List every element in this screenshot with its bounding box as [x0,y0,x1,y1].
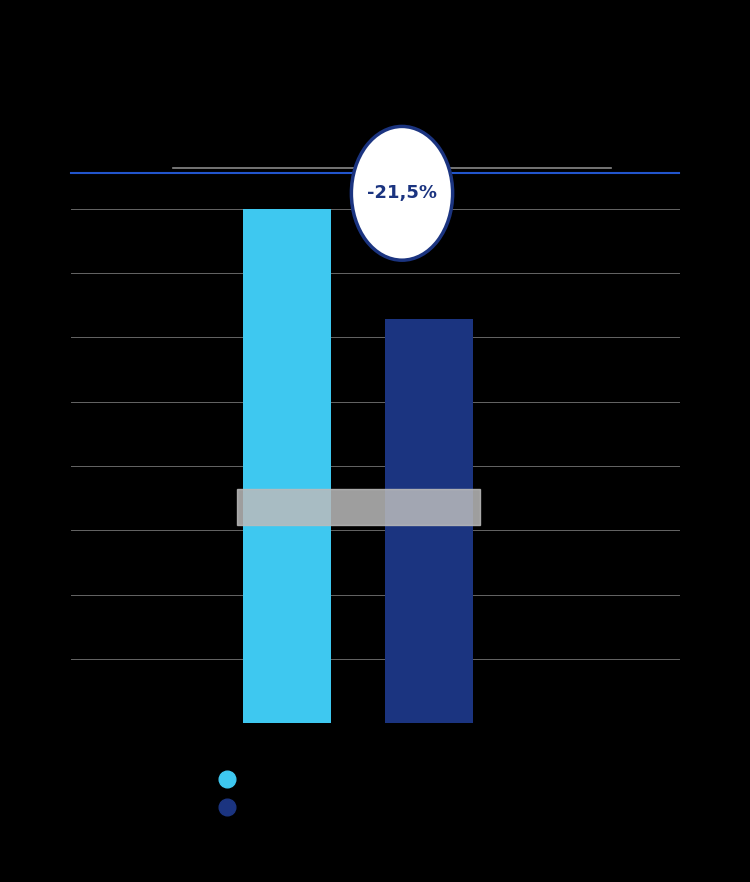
Bar [237,490,480,525]
Bar [243,209,332,723]
Text: -21,5%: -21,5% [367,184,437,202]
Ellipse shape [351,126,452,260]
Bar [386,319,472,723]
